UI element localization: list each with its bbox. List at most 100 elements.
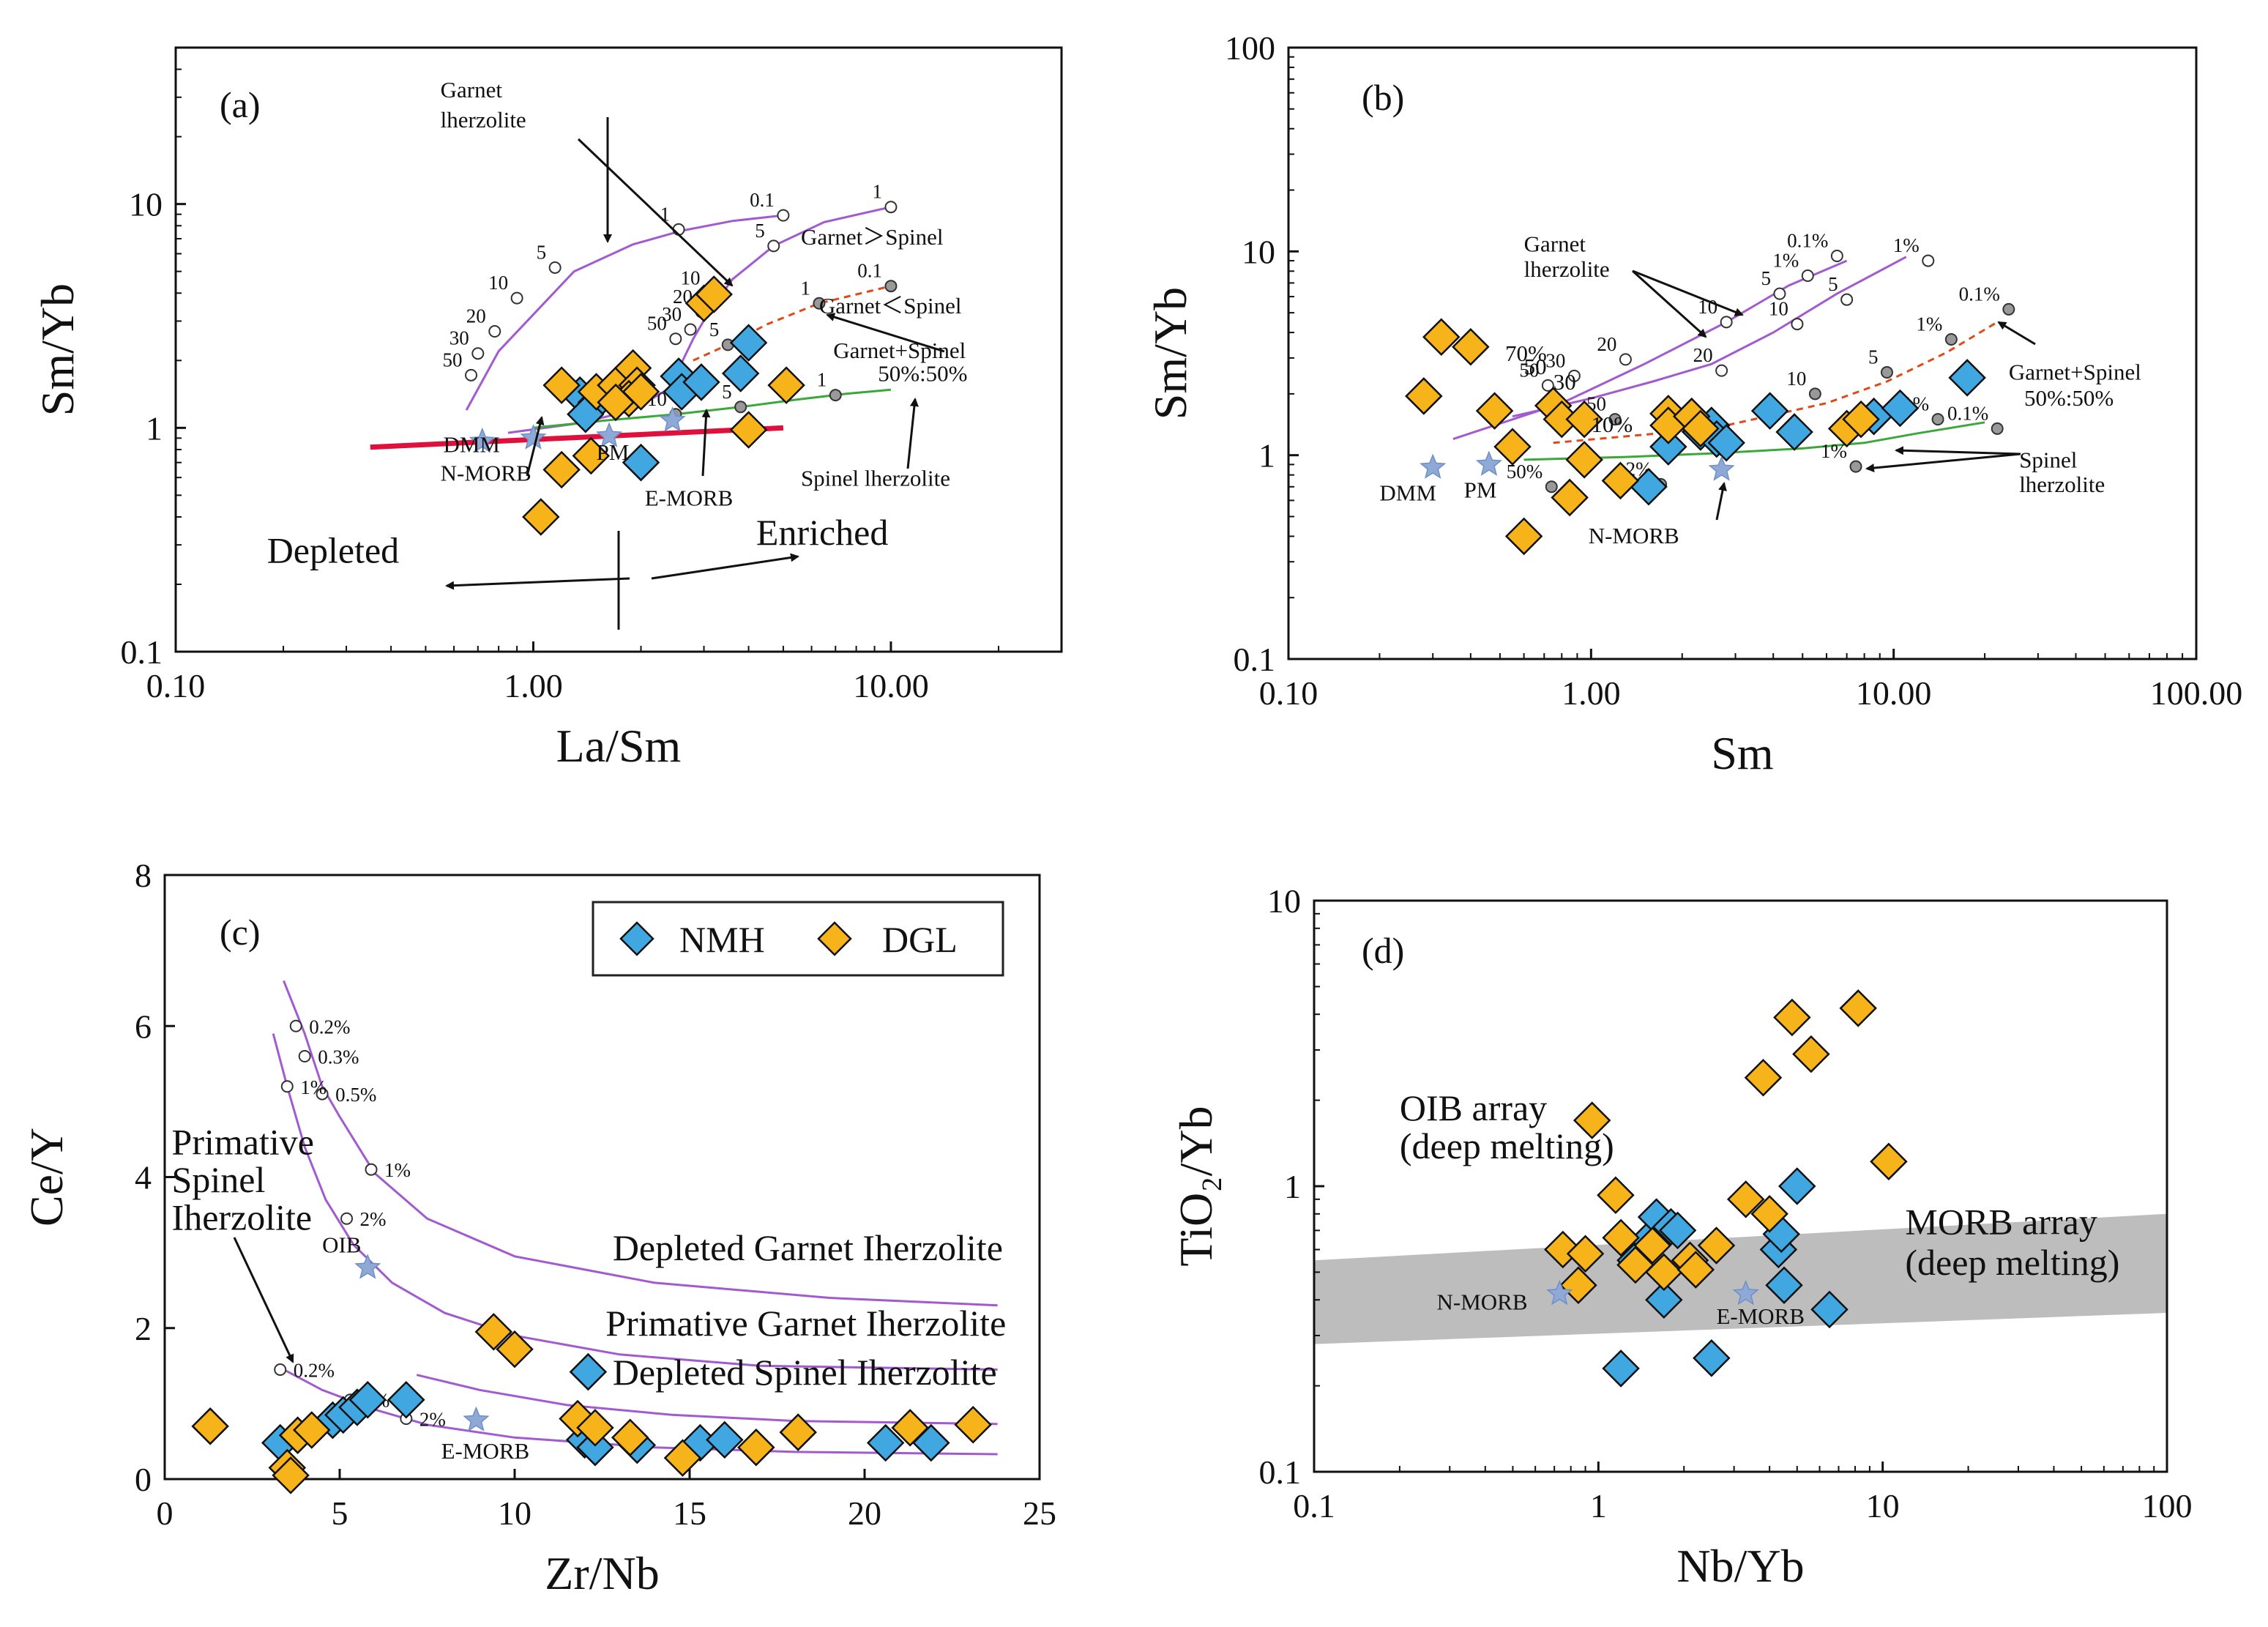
y-tick-label: 4 [135, 1159, 152, 1196]
dgl-point [292, 1411, 331, 1449]
curve-tick-marker [1567, 369, 1581, 382]
curve-tick-marker [669, 332, 682, 346]
dgl-point [729, 411, 768, 449]
reference-point-star [1420, 453, 1447, 479]
dgl-point [1566, 1235, 1605, 1273]
curve-tick-marker [829, 389, 842, 402]
dgl-point [522, 498, 560, 536]
annotation: (deep melting) [1905, 1242, 2119, 1283]
y-tick-label: 8 [135, 857, 152, 894]
curve-tick-label: 1 [800, 277, 810, 299]
panel-c: 0 5 10 15 20 25 0 2 4 6 8 Zr/Nb Ce/Y (c) 0.2% 0.3% 0.5% 1… [20, 857, 1056, 1599]
annotation: 10% [1591, 412, 1633, 437]
curve-tick-marker [1944, 333, 1958, 346]
melt-degree-label: 0.2% [294, 1359, 335, 1381]
curve-tick-marker [465, 368, 478, 381]
curve-tick-label: 1% [1893, 234, 1920, 256]
annotation: PM [1464, 477, 1497, 502]
curve-tick-marker [1541, 379, 1554, 392]
legend-nmh-marker [619, 921, 654, 956]
legend-nmh-label: NMH [679, 919, 765, 960]
nmh-point [387, 1380, 425, 1419]
dgl-point [1633, 1226, 1672, 1265]
annotation: Garnet [441, 77, 503, 103]
panel-label: (d) [1362, 930, 1404, 971]
y-tick-label: 1 [146, 409, 163, 447]
curve-tick-label: 0.1% [1947, 402, 1988, 424]
dgl-point [474, 1313, 513, 1351]
x-tick-label: 0 [157, 1494, 174, 1532]
curve-tick-label: 5 [537, 241, 547, 263]
annotation: Depleted Spinel Iherzolite [613, 1352, 997, 1393]
nmh-point [706, 1421, 744, 1459]
dgl-point [1750, 1195, 1788, 1233]
annotation-arrow [906, 398, 919, 469]
annotation: Enriched [756, 512, 888, 553]
curve-tick-label: 1 [872, 181, 882, 203]
dgl-point [1601, 461, 1640, 500]
curve-tick-label: 50 [1519, 359, 1539, 381]
dgl-point [1405, 377, 1443, 415]
annotation: Garnet+Spinel [2009, 359, 2141, 384]
model-curve [1523, 421, 1985, 461]
dgl-point [1616, 1246, 1655, 1284]
annotation: (deep melting) [1400, 1125, 1614, 1166]
y-tick-label: 0.1 [1234, 641, 1276, 678]
dgl-point [954, 1405, 992, 1444]
dgl-point [1452, 327, 1490, 366]
model-curve [507, 206, 892, 434]
melt-degree-label: 0.2% [309, 1016, 350, 1038]
annotation-arrow [1895, 446, 2021, 455]
curve-tick-marker [1801, 269, 1814, 283]
annotation-arrow [233, 1237, 294, 1363]
annotation-arrow [701, 409, 711, 477]
nmh-point [569, 1352, 608, 1391]
y-axis-title: Sm/Yb [1144, 287, 1196, 420]
annotation-arrow [1997, 321, 2036, 346]
y-tick-label: 0.1 [121, 633, 163, 671]
morb-array-band [1314, 1213, 2167, 1344]
annotation: lherzolite [1524, 256, 1610, 282]
melt-degree-label: 0.5% [335, 1084, 376, 1106]
x-tick-label: 1.00 [504, 667, 563, 704]
dgl-point [1493, 428, 1532, 466]
annotation: E-MORB [441, 1438, 530, 1464]
x-tick-label: 10 [498, 1494, 531, 1532]
reference-point-star [354, 1254, 381, 1279]
y-tick-label: 2 [135, 1310, 152, 1347]
annotation: Primative Garnet Iherzolite [605, 1303, 1006, 1344]
curve-tick-label: 1 [817, 369, 827, 391]
nmh-point [1881, 389, 1920, 428]
melt-degree-marker [365, 1163, 378, 1176]
x-tick-label: 100 [2142, 1487, 2193, 1524]
curve-tick-marker [734, 401, 747, 414]
melt-degree-marker [340, 1212, 354, 1225]
dgl-point [1602, 1218, 1640, 1257]
dgl-point [779, 1413, 817, 1451]
nmh-point [1750, 392, 1789, 430]
dgl-point [1726, 1180, 1765, 1218]
curve-tick-label: 5 [722, 381, 732, 403]
y-axis-title: Sm/Yb [31, 283, 83, 416]
dgl-point [1422, 318, 1461, 357]
x-tick-label: 100.00 [2150, 674, 2243, 712]
curve-tick-marker [488, 324, 501, 338]
plot-frame [174, 46, 1063, 653]
nmh-point [1775, 413, 1813, 451]
nmh-point [1707, 424, 1745, 462]
annotation: N-MORB [1589, 523, 1679, 548]
nmh-point [721, 354, 760, 392]
annotation-arrow [1865, 453, 2021, 473]
dgl-point [1697, 1226, 1736, 1265]
annotation: 50%:50% [2024, 385, 2114, 411]
annotation: 50 [1524, 354, 1547, 379]
nmh-point [348, 1380, 387, 1419]
x-tick-label: 5 [332, 1494, 348, 1532]
annotation: Garnet＞Spinel [801, 224, 944, 250]
dgl-point [1792, 1035, 1830, 1073]
curve-tick-label: 0.1% [1959, 283, 2000, 305]
nmh-point [729, 324, 768, 362]
annotation: 70% [1505, 340, 1547, 366]
annotation-arrow [526, 416, 545, 477]
